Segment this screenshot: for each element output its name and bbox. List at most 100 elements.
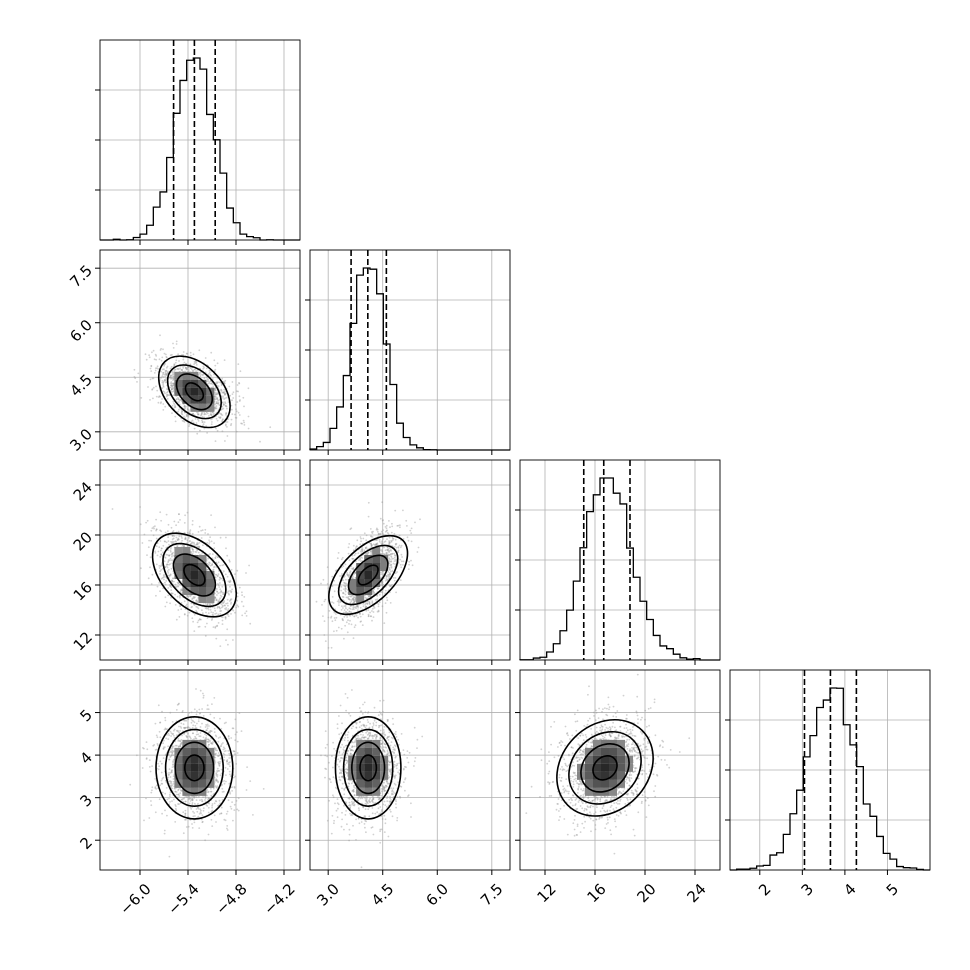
scatter-point [191, 726, 194, 729]
scatter-point [393, 560, 396, 562]
scatter-point [419, 518, 421, 521]
scatter-point [222, 395, 224, 398]
scatter-point [368, 602, 371, 605]
scatter-point [369, 611, 371, 614]
scatter-point [192, 369, 194, 372]
scatter-point [155, 358, 158, 361]
scatter-point [214, 625, 217, 628]
scatter-point [191, 823, 193, 825]
scatter-point [394, 543, 397, 545]
scatter-point [177, 538, 180, 541]
scatter-point [181, 711, 184, 713]
scatter-point [181, 369, 184, 372]
scatter-point [206, 432, 209, 434]
scatter-point [177, 353, 180, 356]
scatter-point [370, 615, 372, 618]
scatter-point [407, 539, 410, 542]
scatter-point [174, 593, 177, 596]
scatter-point [247, 415, 250, 418]
scatter-point [164, 375, 167, 377]
scatter-point [192, 353, 195, 356]
scatter-point [209, 553, 211, 555]
scatter-point [177, 609, 180, 611]
scatter-point [178, 616, 181, 618]
scatter-point [386, 579, 389, 582]
scatter-point [217, 592, 220, 595]
scatter-point [229, 394, 232, 397]
scatter-point [154, 367, 157, 370]
scatter-point [208, 381, 211, 383]
scatter-point [171, 373, 174, 376]
scatter-point [349, 571, 351, 574]
scatter-point [322, 615, 324, 617]
scatter-point [334, 619, 337, 622]
scatter-point [177, 398, 180, 401]
scatter-point [162, 757, 165, 759]
scatter-point [259, 440, 261, 443]
scatter-point [241, 594, 244, 597]
scatter-point [391, 584, 393, 586]
scatter-point [191, 827, 194, 829]
scatter-point [394, 572, 397, 574]
scatter-point [385, 527, 388, 530]
scatter-point [159, 511, 162, 514]
scatter-point [371, 600, 374, 603]
scatter-point [346, 608, 349, 611]
scatter-point [231, 393, 234, 395]
scatter-point [151, 765, 154, 767]
scatter-point [167, 738, 170, 740]
scatter-point [163, 560, 166, 563]
scatter-point [344, 582, 346, 585]
scatter-point [230, 423, 233, 425]
histogram-line [100, 57, 300, 241]
scatter-point [390, 563, 393, 566]
scatter-point [384, 602, 387, 604]
scatter-point [192, 597, 195, 600]
scatter-point [357, 606, 359, 609]
scatter-point [201, 374, 204, 377]
scatter-point [230, 737, 233, 739]
scatter-point [186, 614, 189, 617]
scatter-point [348, 611, 351, 613]
scatter-point [207, 378, 210, 381]
scatter-point [191, 520, 194, 522]
y-tick-label: 6.0 [66, 316, 96, 346]
scatter-point [177, 521, 180, 524]
scatter-point [390, 556, 393, 558]
scatter-point [168, 768, 171, 770]
scatter-point [388, 566, 391, 569]
scatter-point [211, 825, 214, 827]
scatter-point [207, 557, 210, 560]
scatter-point [162, 381, 165, 384]
scatter-point [150, 804, 153, 807]
scatter-point [376, 587, 379, 590]
scatter-point [224, 573, 227, 576]
scatter-point [339, 575, 341, 577]
scatter-point [163, 368, 165, 371]
scatter-point [385, 611, 388, 614]
scatter-point [195, 364, 198, 366]
scatter-point [235, 408, 237, 411]
scatter-point [192, 620, 195, 623]
scatter-point [207, 373, 210, 375]
scatter-point [193, 802, 196, 805]
scatter-point [243, 421, 246, 424]
scatter-point [220, 606, 223, 609]
scatter-point [197, 551, 200, 554]
scatter-point [380, 542, 383, 544]
scatter-point [331, 575, 334, 578]
scatter-point [160, 569, 163, 571]
scatter-point [411, 564, 414, 567]
scatter-point [211, 804, 214, 807]
scatter-point [235, 763, 238, 765]
scatter-point [189, 530, 191, 533]
scatter-point [378, 601, 381, 604]
scatter-point [220, 413, 223, 416]
scatter-point [168, 554, 170, 557]
scatter-point [369, 528, 372, 530]
scatter-point [343, 605, 345, 607]
scatter-point [182, 420, 185, 422]
scatter-point [162, 576, 165, 579]
scatter-point [159, 334, 161, 337]
scatter-point [345, 611, 348, 613]
